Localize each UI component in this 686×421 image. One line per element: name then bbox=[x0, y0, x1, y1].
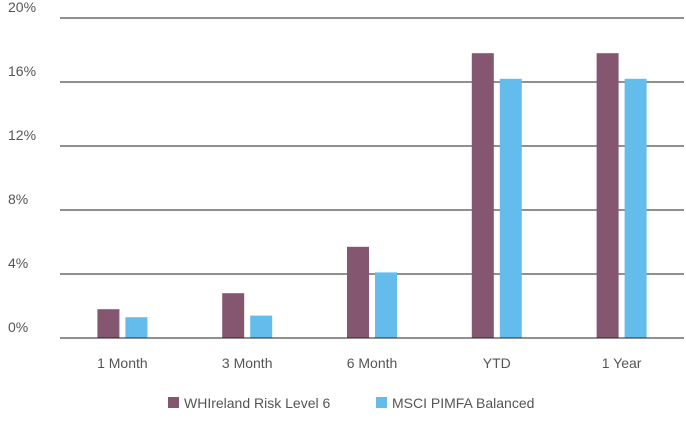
x-tick-label: YTD bbox=[483, 355, 511, 371]
bar-series-1-1-year bbox=[596, 53, 619, 338]
x-tick-label: 1 Month bbox=[97, 355, 148, 371]
bar-series-1-ytd bbox=[471, 53, 494, 338]
legend-swatch-series-1 bbox=[168, 397, 179, 408]
legend-swatch-series-2 bbox=[376, 397, 387, 408]
y-axis-tick-labels: 0% 4% 8% 12% 16% 20% bbox=[8, 0, 36, 335]
bar-series-2-1-year bbox=[624, 78, 647, 339]
y-tick-label: 20% bbox=[8, 0, 36, 15]
x-tick-label: 3 Month bbox=[222, 355, 273, 371]
bar-series-2-ytd bbox=[499, 78, 522, 339]
bar-series-1-6-month bbox=[347, 246, 369, 338]
bar-series-1-3-month bbox=[222, 293, 245, 338]
x-tick-label: 1 Year bbox=[602, 355, 642, 371]
gridlines bbox=[60, 17, 684, 339]
y-tick-label: 12% bbox=[8, 127, 36, 143]
y-tick-label: 4% bbox=[8, 255, 28, 271]
x-axis-tick-labels: 1 Month 3 Month 6 Month YTD 1 Year bbox=[97, 355, 642, 371]
y-tick-label: 8% bbox=[8, 191, 28, 207]
legend-label-series-1: WHIreland Risk Level 6 bbox=[184, 395, 330, 411]
x-tick-label: 6 Month bbox=[347, 355, 398, 371]
bar-series-2-3-month bbox=[250, 315, 273, 338]
legend: WHIreland Risk Level 6 MSCI PIMFA Balance… bbox=[168, 395, 534, 411]
bars bbox=[60, 53, 684, 339]
y-tick-label: 0% bbox=[8, 319, 28, 335]
y-tick-label: 16% bbox=[8, 63, 36, 79]
bar-series-2-1-month bbox=[125, 317, 148, 338]
bar-series-2-6-month bbox=[375, 272, 397, 338]
legend-label-series-2: MSCI PIMFA Balanced bbox=[392, 395, 534, 411]
bar-series-1-1-month bbox=[97, 309, 120, 338]
